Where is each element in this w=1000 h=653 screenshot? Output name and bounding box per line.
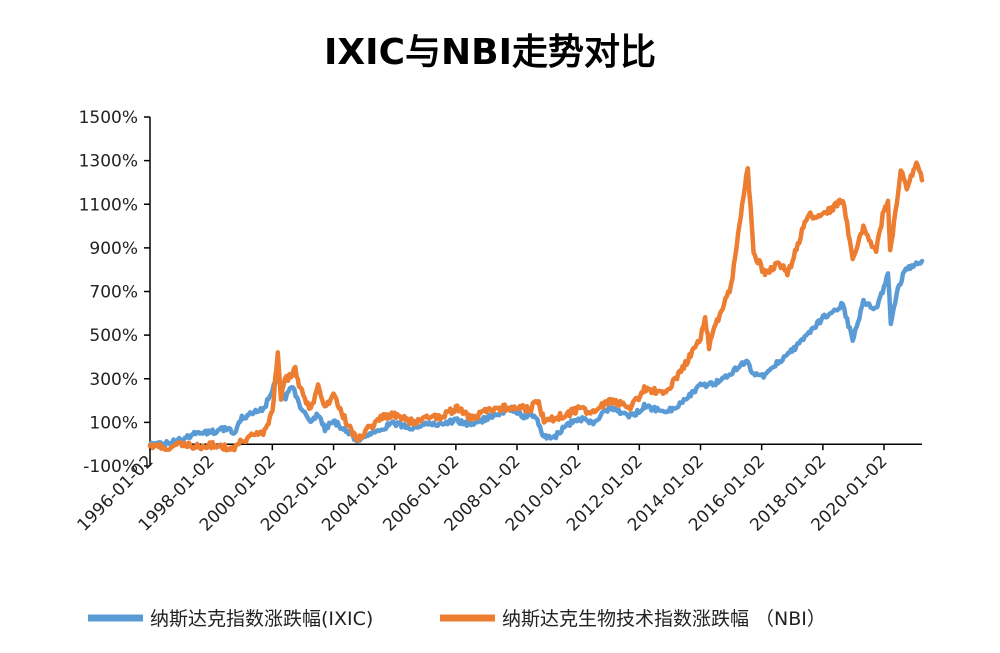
y-tick-label: 100% xyxy=(89,413,138,433)
legend-label-nbi: 纳斯达克生物技术指数涨跌幅 （NBI） xyxy=(502,608,826,630)
plot-lines xyxy=(147,160,925,453)
y-tick-label: 1100% xyxy=(79,195,138,215)
y-tick-label: 900% xyxy=(89,239,138,259)
y-tick-label: 1500% xyxy=(79,108,138,128)
y-tick-label: 300% xyxy=(89,370,138,390)
legend-label-ixic: 纳斯达克指数涨跌幅(IXIC) xyxy=(150,608,373,630)
series-line-1 xyxy=(147,160,925,453)
y-tick-label: 1300% xyxy=(79,152,138,172)
legend: 纳斯达克指数涨跌幅(IXIC) 纳斯达克生物技术指数涨跌幅 （NBI） xyxy=(88,608,826,630)
x-axis: 1996-01-021998-01-022000-01-022002-01-02… xyxy=(74,443,922,536)
y-tick-label: -100% xyxy=(83,457,138,477)
y-tick-label: 500% xyxy=(89,326,138,346)
chart-title: IXIC与NBI走势对比 xyxy=(324,32,656,73)
y-axis: -100% 100% 300% 500% 700% 900% 1100% 1300% 1500% xyxy=(79,108,151,477)
y-tick-label: 700% xyxy=(89,283,138,303)
series-line-0 xyxy=(147,258,925,448)
